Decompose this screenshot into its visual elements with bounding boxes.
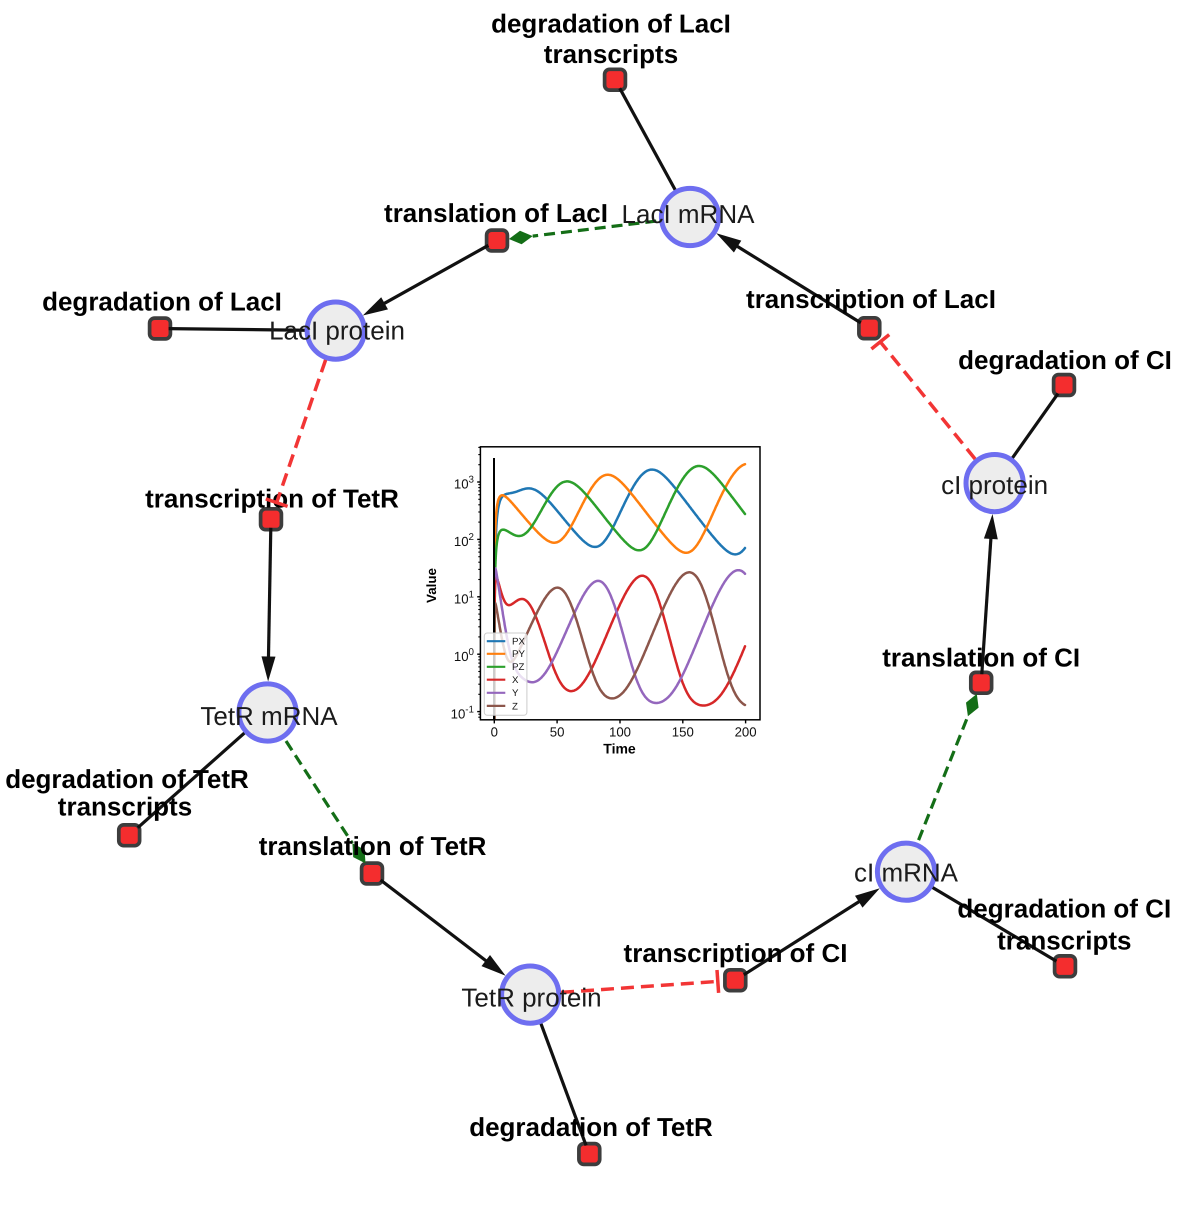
svg-text:degradation of CI: degradation of CI: [957, 894, 1171, 924]
svg-text:degradation of LacI: degradation of LacI: [42, 286, 282, 316]
svg-text:150: 150: [672, 725, 694, 740]
svg-text:transcripts: transcripts: [997, 926, 1131, 956]
svg-text:cI protein: cI protein: [941, 470, 1048, 500]
svg-text:PX: PX: [512, 637, 525, 648]
svg-text:degradation of TetR: degradation of TetR: [5, 764, 249, 794]
svg-text:LacI mRNA: LacI mRNA: [622, 199, 756, 229]
svg-text:X: X: [512, 675, 519, 686]
svg-text:degradation of CI: degradation of CI: [958, 345, 1172, 375]
svg-text:degradation of LacI: degradation of LacI: [491, 9, 731, 39]
svg-text:200: 200: [735, 725, 757, 740]
svg-text:translation of LacI: translation of LacI: [384, 198, 608, 228]
svg-text:TetR protein: TetR protein: [461, 982, 601, 1012]
svg-text:100: 100: [609, 725, 631, 740]
svg-text:translation of CI: translation of CI: [882, 642, 1080, 672]
svg-text:Y: Y: [512, 688, 519, 699]
svg-text:transcription of TetR: transcription of TetR: [145, 484, 399, 514]
svg-text:transcripts: transcripts: [544, 39, 678, 69]
svg-text:degradation of TetR: degradation of TetR: [469, 1112, 713, 1142]
svg-text:Z: Z: [512, 701, 518, 712]
svg-text:transcription of CI: transcription of CI: [624, 938, 848, 968]
svg-text:translation of TetR: translation of TetR: [259, 831, 487, 861]
svg-text:transcripts: transcripts: [58, 792, 192, 822]
svg-text:0: 0: [491, 725, 498, 740]
svg-text:Value: Value: [424, 568, 439, 603]
svg-text:transcription of LacI: transcription of LacI: [746, 284, 996, 314]
svg-text:Time: Time: [603, 741, 636, 757]
svg-text:PZ: PZ: [512, 662, 524, 673]
svg-text:TetR mRNA: TetR mRNA: [200, 701, 338, 731]
svg-text:cI mRNA: cI mRNA: [854, 858, 959, 888]
svg-text:PY: PY: [512, 649, 525, 660]
svg-text:50: 50: [550, 725, 565, 740]
svg-text:LacI protein: LacI protein: [269, 316, 405, 346]
